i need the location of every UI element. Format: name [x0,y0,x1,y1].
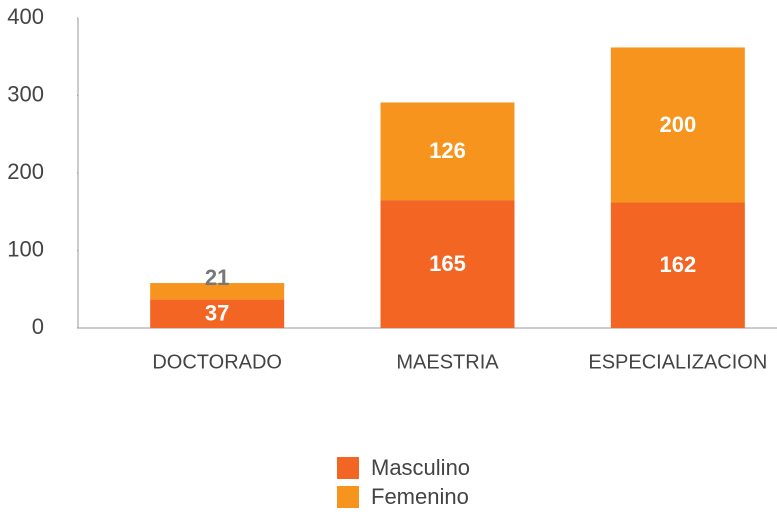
x-tick-label: MAESTRIA [396,351,499,373]
value-label: 21 [205,265,229,290]
value-label: 165 [429,251,466,276]
value-label: 162 [659,252,696,277]
x-tick-label: ESPECIALIZACION [588,351,767,373]
bar-segment [380,200,515,328]
value-label: 37 [205,300,229,325]
value-label: 126 [429,138,466,163]
y-tick-label: 200 [7,159,44,184]
y-tick-label: 400 [7,4,44,29]
bar-segment [150,283,285,300]
y-tick-label: 300 [7,81,44,106]
bar-segment [150,299,285,328]
legend-label: Masculino [371,455,470,480]
legend-swatch [337,457,359,479]
x-tick-label: DOCTORADO [152,351,282,373]
legend-label: Femenino [371,484,469,509]
bar-segment [610,47,745,203]
bar-segment [380,102,515,201]
y-tick-label: 100 [7,236,44,261]
y-tick-label: 0 [32,314,44,339]
legend-swatch [337,486,359,508]
bar-segment [610,202,745,328]
value-label: 200 [659,112,696,137]
